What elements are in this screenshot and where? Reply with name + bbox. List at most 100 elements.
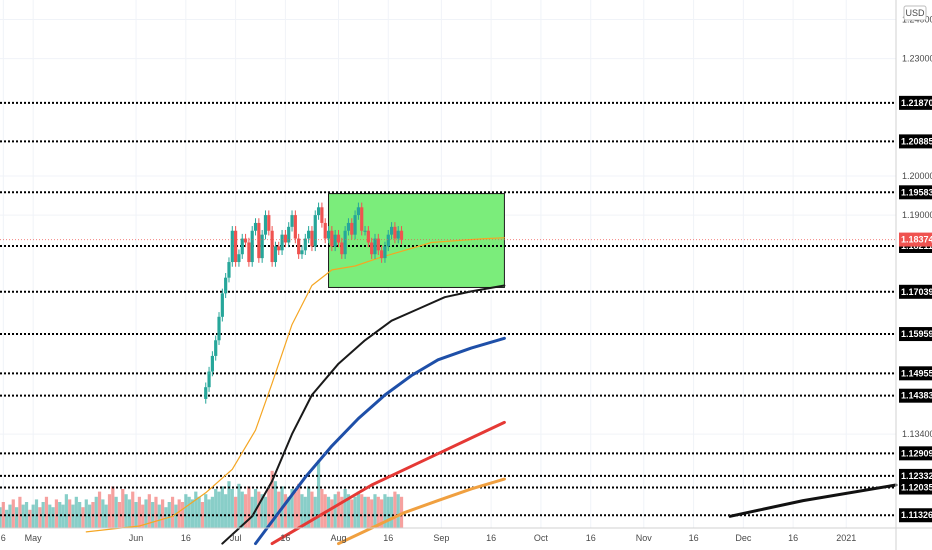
volume-bar <box>343 489 347 528</box>
volume-bar <box>366 496 370 528</box>
candle-body <box>263 215 268 235</box>
candle-body <box>204 387 208 399</box>
candle-body <box>399 230 404 240</box>
volume-bar <box>307 486 311 528</box>
volume-bars <box>0 460 404 528</box>
candle-body <box>350 222 354 235</box>
volume-bar <box>88 504 92 528</box>
level-tag-label: 1.12909 <box>901 448 932 458</box>
time-tick-label: Nov <box>636 533 653 543</box>
volume-bar <box>320 489 324 528</box>
time-tick-label: 16 <box>486 533 496 543</box>
time-tick-label: Jun <box>129 533 144 543</box>
candle-body <box>277 246 281 251</box>
time-tick-label: Dec <box>735 533 752 543</box>
volume-bar <box>147 494 151 528</box>
candle-body <box>290 215 294 227</box>
volume-bar <box>84 499 88 528</box>
volume-bar <box>68 499 72 528</box>
volume-bar <box>5 509 9 528</box>
price-axis[interactable]: 1.218701.208851.195831.182111.170391.159… <box>899 15 932 523</box>
volume-bar <box>154 496 158 528</box>
level-tag-label: 1.11326 <box>901 510 932 520</box>
moving-average-line <box>221 284 506 545</box>
volume-bar <box>310 491 314 528</box>
currency-badge[interactable]: USD <box>903 5 927 21</box>
volume-bar <box>190 499 195 528</box>
volume-bar <box>230 489 234 528</box>
volume-bar <box>177 499 181 528</box>
price-tick-label: 1.13400 <box>902 429 932 439</box>
volume-bar <box>41 502 45 528</box>
time-axis[interactable]: 6 May Jun 16 Jul 16 Aug 16 Sep 16 Oct 16 Nov 16 Dec 16 2… <box>1 533 856 543</box>
time-tick-label: 16 <box>181 533 191 543</box>
current-price-label: 1.18374 <box>901 235 932 245</box>
level-tag-label: 1.14955 <box>901 368 932 378</box>
candle-body <box>303 238 307 251</box>
volume-bar <box>107 494 112 528</box>
volume-bar <box>51 507 55 528</box>
level-tag <box>899 508 932 523</box>
volume-bar <box>356 491 360 528</box>
currency-label: USD <box>905 8 925 18</box>
candle-body <box>346 222 351 231</box>
volume-bar <box>220 486 224 528</box>
volume-bar <box>180 502 185 528</box>
candle-body <box>376 238 380 251</box>
candle-body <box>396 230 400 239</box>
volume-bar <box>353 496 357 528</box>
volume-bar <box>346 494 351 528</box>
volume-bar <box>227 481 231 528</box>
time-tick-label: 16 <box>280 533 290 543</box>
candle-body <box>287 226 291 243</box>
volume-bar <box>247 486 251 528</box>
time-tick-label: 16 <box>383 533 393 543</box>
candle-body <box>293 215 297 239</box>
volume-bar <box>393 491 397 528</box>
time-tick-label: 16 <box>689 533 699 543</box>
volume-bar <box>131 491 135 528</box>
volume-bar <box>64 494 68 528</box>
candle-body <box>234 230 238 263</box>
volume-bar <box>373 494 377 528</box>
candle-body <box>326 230 331 239</box>
candle-body <box>230 230 234 263</box>
volume-bar <box>117 502 122 528</box>
candle-body <box>340 242 344 255</box>
volume-bar <box>94 496 98 528</box>
candle-body <box>247 242 251 263</box>
volume-bar <box>170 496 175 528</box>
level-tag <box>899 366 932 381</box>
level-tag-label: 1.20885 <box>901 136 932 146</box>
consolidation-range-box[interactable] <box>328 193 505 288</box>
level-tag-label: 1.21870 <box>901 98 932 108</box>
volume-bar <box>267 489 271 528</box>
volume-bar <box>350 499 354 528</box>
volume-bar <box>187 496 191 528</box>
candle-body <box>363 230 367 232</box>
moving-average-line <box>85 237 505 533</box>
candle-body <box>217 316 221 341</box>
volume-bar <box>44 496 49 528</box>
volume-bar <box>336 491 341 528</box>
level-tag-label: 1.19583 <box>901 187 932 197</box>
volume-bar <box>174 504 178 528</box>
candle-body <box>313 215 317 247</box>
volume-bar <box>121 489 125 528</box>
candle-body <box>270 230 274 263</box>
candle-body <box>237 254 241 263</box>
volume-bar <box>97 491 102 528</box>
volume-bar <box>38 507 42 528</box>
level-tag <box>899 185 932 200</box>
candle-body <box>280 234 284 251</box>
volume-bar <box>127 499 132 528</box>
time-tick-label: May <box>25 533 43 543</box>
candle-body <box>207 371 211 388</box>
volume-bar <box>263 496 268 528</box>
volume-bar <box>340 496 344 528</box>
volume-bar <box>270 470 274 528</box>
horizontal-levels[interactable] <box>0 101 896 517</box>
volume-bar <box>137 496 141 528</box>
candle-body <box>253 222 258 231</box>
